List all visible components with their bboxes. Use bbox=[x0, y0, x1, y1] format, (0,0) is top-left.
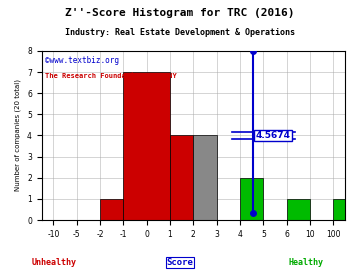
Text: 4.5674: 4.5674 bbox=[256, 131, 291, 140]
Text: The Research Foundation of SUNY: The Research Foundation of SUNY bbox=[45, 73, 176, 79]
Bar bbox=[170, 136, 193, 220]
Text: Unhealthy: Unhealthy bbox=[32, 258, 76, 267]
Text: Industry: Real Estate Development & Operations: Industry: Real Estate Development & Oper… bbox=[65, 28, 295, 37]
Bar bbox=[240, 178, 263, 220]
Bar bbox=[193, 136, 217, 220]
Text: Z''-Score Histogram for TRC (2016): Z''-Score Histogram for TRC (2016) bbox=[65, 8, 295, 18]
Text: ©www.textbiz.org: ©www.textbiz.org bbox=[45, 56, 119, 65]
Y-axis label: Number of companies (20 total): Number of companies (20 total) bbox=[15, 79, 22, 191]
Text: Score: Score bbox=[167, 258, 193, 267]
Bar bbox=[287, 199, 310, 220]
Bar bbox=[100, 199, 123, 220]
Bar bbox=[333, 199, 357, 220]
Bar bbox=[123, 72, 170, 220]
Text: Healthy: Healthy bbox=[288, 258, 324, 267]
